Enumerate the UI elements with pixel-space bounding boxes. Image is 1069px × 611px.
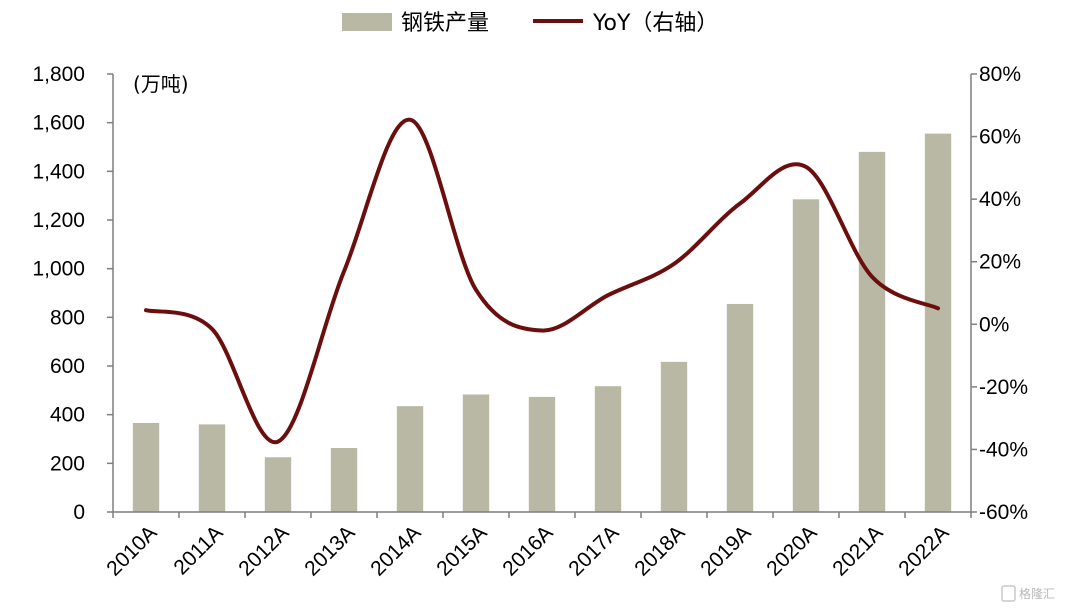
bar-2013A (330, 448, 358, 512)
x-tick-label: 2018A (630, 521, 689, 580)
bar-2015A (462, 394, 490, 512)
x-tick-label: 2022A (894, 521, 953, 580)
x-tick-label: 2015A (432, 521, 491, 580)
left-tick-label: 200 (50, 452, 85, 475)
watermark-logo-icon (1001, 585, 1016, 602)
bar-2022A (924, 133, 952, 512)
right-tick-label: 80% (979, 63, 1021, 86)
legend-line-label: YoY（右轴） (592, 11, 718, 36)
right-tick-label: 40% (979, 188, 1021, 211)
bar-2011A (198, 424, 226, 512)
left-tick-label: 800 (50, 306, 85, 329)
x-tick-label: 2013A (300, 521, 359, 580)
left-tick-label: 400 (50, 404, 85, 427)
x-tick-label: 2020A (762, 521, 821, 580)
x-tick-label: 2011A (169, 521, 227, 579)
legend-bar-label: 钢铁产量 (401, 11, 489, 36)
bar-2018A (660, 361, 688, 512)
right-tick-label: -60% (979, 501, 1028, 524)
bar-2012A (264, 457, 292, 512)
bar-2014A (396, 406, 424, 512)
bar-2017A (594, 386, 622, 512)
right-tick-label: -20% (979, 376, 1028, 399)
x-tick-label: 2014A (366, 521, 425, 580)
x-tick-label: 2021A (828, 521, 887, 580)
legend: 钢铁产量 YoY（右轴） (342, 11, 718, 36)
bar-2021A (858, 151, 886, 512)
bar-series (132, 133, 952, 513)
bar-2016A (528, 396, 556, 512)
bar-2019A (726, 303, 754, 512)
left-tick-label: 0 (73, 501, 85, 524)
right-tick-label: -40% (979, 438, 1028, 461)
right-tick-label: 0% (979, 313, 1009, 336)
right-tick-label: 60% (979, 126, 1021, 149)
left-tick-label: 600 (50, 355, 85, 378)
line-series (144, 117, 940, 444)
x-tick-label: 2016A (498, 521, 557, 580)
left-tick-label: 1,000 (32, 258, 85, 281)
x-tick-label: 2012A (234, 521, 293, 580)
left-tick-label: 1,400 (32, 160, 85, 183)
left-tick-label: 1,200 (32, 209, 85, 232)
bar-2020A (792, 199, 820, 513)
watermark: 格隆汇 (1001, 585, 1055, 602)
right-tick-label: 20% (979, 251, 1021, 274)
x-tick-label: 2017A (564, 521, 623, 580)
bar-2010A (132, 422, 160, 512)
left-tick-label: 1,600 (32, 112, 85, 135)
unit-label: (万吨) (133, 72, 189, 96)
x-tick-label: 2019A (696, 521, 755, 580)
left-tick-label: 1,800 (32, 63, 85, 86)
legend-bar-swatch (342, 13, 392, 31)
watermark-text: 格隆汇 (1019, 586, 1055, 601)
x-tick-label: 2010A (102, 521, 161, 580)
